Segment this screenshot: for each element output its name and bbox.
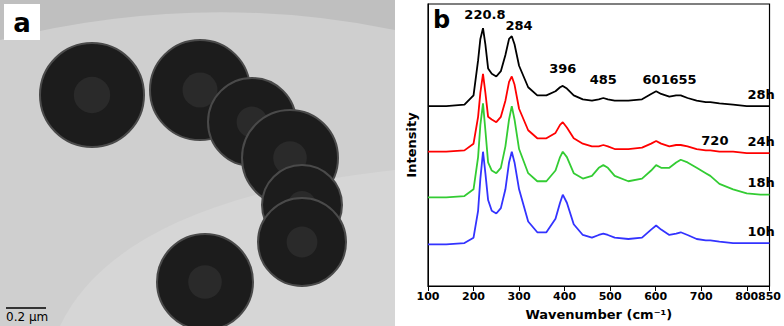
svg-text:0.2 μm: 0.2 μm xyxy=(6,310,48,324)
svg-text:600: 600 xyxy=(644,290,667,303)
svg-text:Wavenumber (cm⁻¹): Wavenumber (cm⁻¹) xyxy=(525,307,672,322)
svg-text:24h: 24h xyxy=(748,134,775,149)
svg-text:220.8: 220.8 xyxy=(464,7,505,22)
svg-text:284: 284 xyxy=(506,18,533,33)
svg-text:a: a xyxy=(13,8,31,38)
svg-text:700: 700 xyxy=(690,290,713,303)
svg-text:200: 200 xyxy=(462,290,485,303)
svg-text:800: 800 xyxy=(735,290,758,303)
svg-text:485: 485 xyxy=(590,72,617,87)
svg-text:400: 400 xyxy=(553,290,576,303)
svg-text:10h: 10h xyxy=(748,224,775,239)
svg-text:850: 850 xyxy=(758,290,781,303)
svg-text:Intensity: Intensity xyxy=(404,112,419,178)
svg-text:396: 396 xyxy=(549,61,576,76)
svg-text:720: 720 xyxy=(701,133,728,148)
svg-text:100: 100 xyxy=(417,290,440,303)
svg-text:18h: 18h xyxy=(748,175,775,190)
svg-text:b: b xyxy=(433,6,450,34)
svg-text:601: 601 xyxy=(643,72,670,87)
svg-text:300: 300 xyxy=(508,290,531,303)
svg-text:655: 655 xyxy=(669,72,696,87)
svg-text:28h: 28h xyxy=(748,87,775,102)
svg-text:500: 500 xyxy=(599,290,622,303)
